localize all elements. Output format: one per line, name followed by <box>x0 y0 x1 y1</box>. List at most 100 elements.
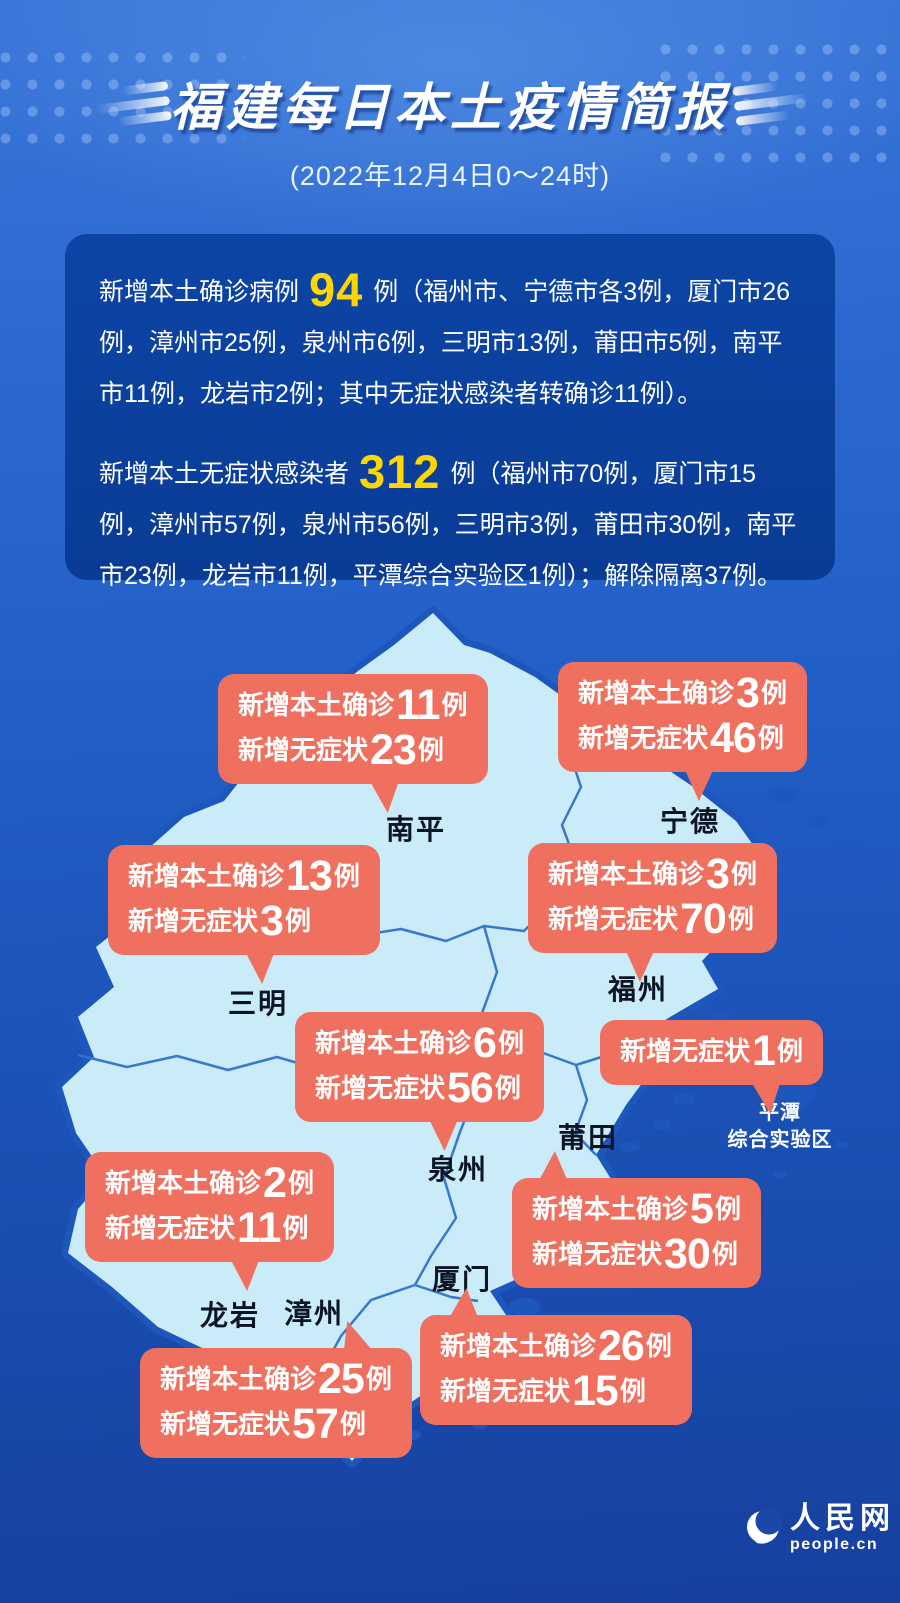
callout-line: 新增本土确诊3例 <box>548 852 757 897</box>
callout-ningde: 新增本土确诊3例 新增无症状46例 <box>558 662 807 801</box>
callout-line: 新增本土确诊26例 <box>440 1324 672 1369</box>
callout-label: 新增无症状 <box>105 1213 236 1243</box>
callout-fuzhou: 新增本土确诊3例 新增无症状70例 <box>528 843 777 982</box>
callout-unit: 例 <box>441 690 468 720</box>
callout-line: 新增无症状30例 <box>532 1232 741 1277</box>
callout-nanping: 新增本土确诊11例 新增无症状23例 <box>218 674 488 813</box>
callout-value: 46 <box>710 714 757 762</box>
callout-line: 新增本土确诊13例 <box>128 854 360 899</box>
page-subtitle: (2022年12月4日0～24时) <box>289 161 611 191</box>
callout-label: 新增本土确诊 <box>440 1331 597 1361</box>
people-cn-logo: 人民网 people.cn <box>744 1502 895 1554</box>
callout-unit: 例 <box>776 1036 803 1066</box>
callout-unit: 例 <box>760 678 787 708</box>
callout-unit: 例 <box>730 859 757 889</box>
callout-unit: 例 <box>282 1213 309 1243</box>
callout-value: 3 <box>260 897 284 945</box>
callout-line: 新增无症状23例 <box>238 728 468 773</box>
map-label-fuzhou: 福州 <box>608 974 669 1005</box>
callout-label: 新增本土确诊 <box>315 1028 472 1058</box>
callout-unit: 例 <box>365 1364 392 1394</box>
callout-line: 新增无症状46例 <box>578 716 787 761</box>
callout-label: 新增本土确诊 <box>128 861 285 891</box>
callout-value: 3 <box>736 669 760 717</box>
callout-line: 新增无症状15例 <box>440 1369 672 1414</box>
callout-label: 新增无症状 <box>578 723 709 753</box>
map-label-pingtan-line2: 综合实验区 <box>727 1129 833 1151</box>
callout-value: 15 <box>572 1367 619 1415</box>
summary-confirmed-detail: 例（福州市、宁德市各3例，厦门市26例，漳州市25例，泉州市6例，三明市13例，… <box>99 278 791 408</box>
summary-asymptomatic: 新增本土无症状感染者 312 例（福州市70例，厦门市15例，漳州市57例，泉州市5… <box>99 446 801 602</box>
map-label-zhangzhou: 漳州 <box>284 1298 345 1329</box>
callout-label: 新增本土确诊 <box>105 1168 262 1198</box>
callout-label: 新增无症状 <box>620 1036 751 1066</box>
map-label-quanzhou: 泉州 <box>428 1154 489 1185</box>
callout-value: 3 <box>706 850 730 898</box>
summary-confirmed-prefix: 新增本土确诊病例 <box>99 278 300 306</box>
callout-value: 23 <box>370 726 417 774</box>
callout-value: 11 <box>396 681 440 729</box>
map-label-sanming: 三明 <box>228 988 289 1019</box>
map-label-xiamen: 厦门 <box>432 1264 493 1295</box>
callout-value: 30 <box>664 1230 711 1278</box>
callout-value: 2 <box>263 1159 287 1207</box>
callout-line: 新增无症状11例 <box>105 1206 314 1251</box>
callout-putian: 新增本土确诊5例 新增无症状30例 <box>512 1151 761 1288</box>
callout-line: 新增无症状1例 <box>620 1029 803 1074</box>
callout-pointer <box>684 768 721 801</box>
callout-label: 新增本土确诊 <box>238 690 395 720</box>
callout-label: 新增本土确诊 <box>532 1194 689 1224</box>
callout-quanzhou: 新增本土确诊6例 新增无症状56例 <box>295 1012 544 1151</box>
callout-label: 新增无症状 <box>315 1073 446 1103</box>
callout-line: 新增本土确诊11例 <box>238 683 468 728</box>
callout-unit: 例 <box>645 1331 672 1361</box>
callout-unit: 例 <box>757 723 784 753</box>
callout-sanming: 新增本土确诊13例 新增无症状3例 <box>108 845 380 984</box>
map-label-longyan: 龙岩 <box>200 1300 261 1331</box>
callout-line: 新增无症状57例 <box>160 1402 392 1447</box>
callout-unit: 例 <box>619 1376 646 1406</box>
map-label-ningde: 宁德 <box>660 806 721 837</box>
people-cn-logo-text: 人民网 <box>790 1502 895 1535</box>
callout-line: 新增本土确诊25例 <box>160 1357 392 1402</box>
callout-line: 新增无症状70例 <box>548 897 757 942</box>
callout-value: 5 <box>690 1185 714 1233</box>
callout-value: 1 <box>752 1027 776 1075</box>
callout-label: 新增无症状 <box>238 735 369 765</box>
callout-label: 新增无症状 <box>128 906 259 936</box>
callout-unit: 例 <box>287 1168 314 1198</box>
page-title: 福建每日本土疫情简报 <box>169 79 730 136</box>
summary-confirmed: 新增本土确诊病例 94 例（福州市、宁德市各3例，厦门市26例，漳州市25例，泉州市… <box>99 264 801 420</box>
callout-line: 新增无症状56例 <box>315 1066 524 1111</box>
callout-xiamen: 新增本土确诊26例 新增无症状15例 <box>420 1288 692 1425</box>
callout-value: 56 <box>447 1064 494 1112</box>
callout-unit: 例 <box>714 1194 741 1224</box>
summary-confirmed-number: 94 <box>309 263 364 316</box>
map-label-putian: 莆田 <box>558 1122 619 1153</box>
callout-pointer <box>537 1151 576 1182</box>
summary-asymptomatic-prefix: 新增本土无症状感染者 <box>99 460 350 488</box>
callout-label: 新增本土确诊 <box>548 859 705 889</box>
summary-box: 新增本土确诊病例 94 例（福州市、宁德市各3例，厦门市26例，漳州市25例，泉州市… <box>65 234 835 590</box>
summary-asymptomatic-detail: 例（福州市70例，厦门市15例，漳州市57例，泉州市56例，三明市3例，莆田市3… <box>99 460 797 590</box>
callout-value: 11 <box>237 1204 281 1252</box>
callout-line: 新增本土确诊5例 <box>532 1187 741 1232</box>
callout-zhangzhou: 新增本土确诊25例 新增无症状57例 <box>140 1321 412 1458</box>
callout-longyan: 新增本土确诊2例 新增无症状11例 <box>85 1152 334 1291</box>
callout-pointer <box>624 949 661 982</box>
callout-unit: 例 <box>284 906 311 936</box>
callout-unit: 例 <box>727 904 754 934</box>
callout-unit: 例 <box>494 1073 521 1103</box>
callout-value: 70 <box>680 895 727 943</box>
callout-label: 新增本土确诊 <box>578 678 735 708</box>
people-cn-crescent-icon <box>747 1507 783 1544</box>
callout-value: 6 <box>473 1019 497 1067</box>
callout-label: 新增无症状 <box>548 904 679 934</box>
people-cn-logo-domain: people.cn <box>790 1536 879 1553</box>
callout-line: 新增本土确诊6例 <box>315 1021 524 1066</box>
summary-asymptomatic-number: 312 <box>359 445 441 498</box>
callout-pointer <box>338 1321 374 1352</box>
map-label-pingtan-line1: 平潭 <box>759 1102 801 1124</box>
callout-unit: 例 <box>333 861 360 891</box>
